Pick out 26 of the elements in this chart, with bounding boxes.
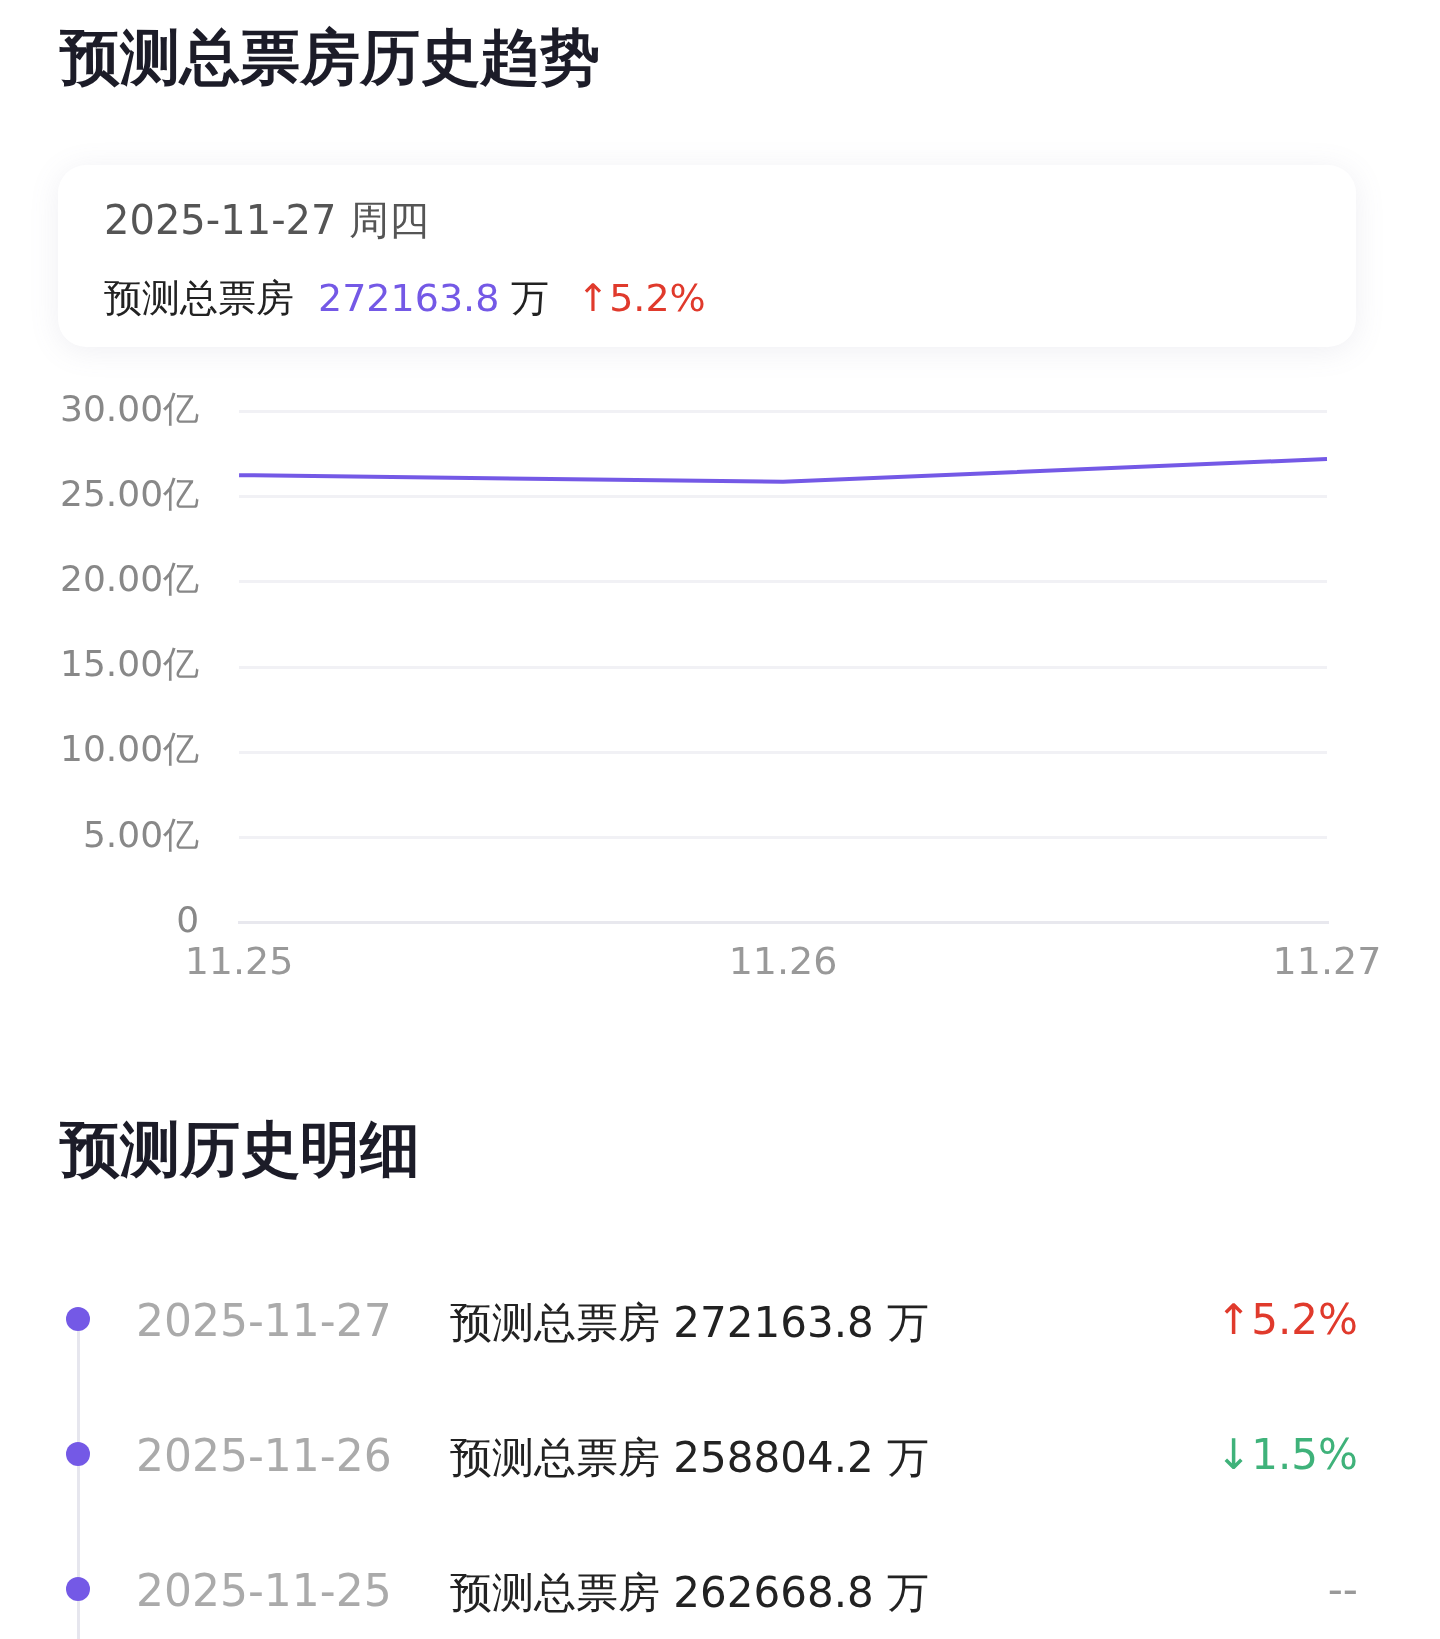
y-tick-label: 5.00亿 <box>82 813 200 855</box>
y-tick-label: 25.00亿 <box>60 473 200 515</box>
text: 2025-11-27 <box>136 1295 392 1346</box>
text: 预测总票房 258804.2 万 <box>450 1432 930 1484</box>
text: ↑5.2% <box>1216 1295 1358 1344</box>
text: 272163.8 <box>318 276 500 320</box>
text: ↑5.2% <box>577 276 706 320</box>
y-tick-label: 30.00亿 <box>60 387 200 429</box>
y-tick-label: 10.00亿 <box>60 728 200 770</box>
y-tick-label: 20.00亿 <box>60 558 200 600</box>
text: 万 <box>511 276 550 320</box>
text: 2025-11-26 <box>136 1430 392 1481</box>
y-tick-label: 0 <box>176 898 200 940</box>
text: -- <box>1327 1565 1358 1614</box>
text: 2025-11-25 <box>136 1565 392 1616</box>
text: ↓1.5% <box>1216 1430 1358 1479</box>
text: 预测总票房 262668.8 万 <box>450 1567 930 1619</box>
x-tick-label: 11.27 <box>1272 939 1382 984</box>
chart-title: 预测总票房历史趋势 <box>60 21 600 94</box>
text: 预测总票房 <box>104 276 294 320</box>
x-tick-label: 11.25 <box>184 939 294 984</box>
x-tick-label: 11.26 <box>728 939 838 984</box>
y-tick-label: 15.00亿 <box>60 643 200 685</box>
text: 2025-11-27 周四 <box>104 196 430 245</box>
text: 预测总票房 272163.8 万 <box>450 1297 930 1349</box>
text: 预测历史明细 <box>60 1113 420 1186</box>
